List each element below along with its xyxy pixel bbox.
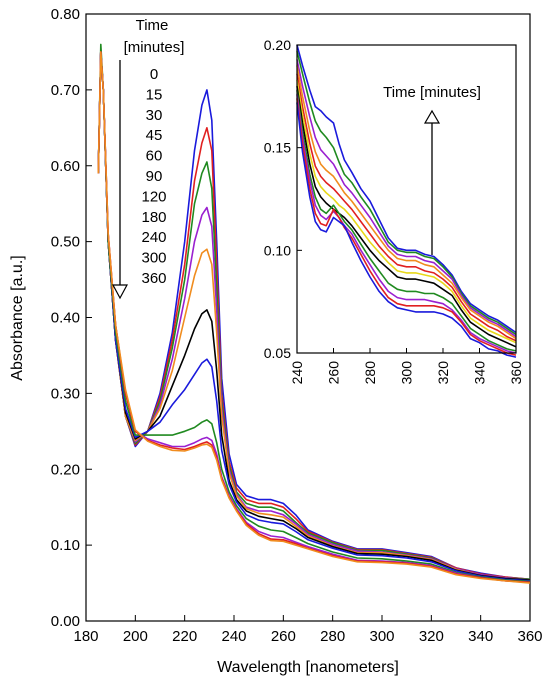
main-series-line-4 <box>97 51 531 581</box>
inset-series-line-8 <box>296 94 517 354</box>
inset-y-tick-label-1: 0.10 <box>264 242 291 258</box>
main-x-tick-label-3: 240 <box>221 628 246 645</box>
main-y-tick-label-3: 0.30 <box>51 385 80 402</box>
inset-series-line-2 <box>296 59 517 338</box>
inset-series-line-9 <box>296 98 517 356</box>
main-x-tick-label-2: 220 <box>172 628 197 645</box>
legend-arrow-head <box>111 284 129 300</box>
main-x-tick-label-7: 320 <box>419 628 444 645</box>
main-x-tick-label-5: 280 <box>320 628 345 645</box>
main-y-tick-label-8: 0.80 <box>51 6 80 23</box>
main-x-tick-label-1: 200 <box>123 628 148 645</box>
main-y-tick-label-5: 0.50 <box>51 234 80 251</box>
main-x-tick-label-6: 300 <box>369 628 394 645</box>
legend-entry-7: 180 <box>141 209 166 226</box>
inset-series-line-0 <box>296 44 517 334</box>
main-y-tick-label-4: 0.40 <box>51 310 80 327</box>
main-x-tick-label-4: 260 <box>271 628 296 645</box>
inset-series-line-5 <box>296 79 517 344</box>
inset-series-line-3 <box>296 65 517 340</box>
inset-x-tick-label-5: 340 <box>472 361 488 385</box>
legend-entry-4: 60 <box>146 148 163 165</box>
inset-x-tick-label-1: 260 <box>326 361 342 385</box>
legend-entry-0: 0 <box>150 66 158 83</box>
main-chart: 0.00 0.10 0.20 0.30 0.40 0.50 0.60 0.70 0.80 180… <box>9 6 543 676</box>
main-x-tick-label-8: 340 <box>468 628 493 645</box>
inset-series-line-6 <box>296 85 517 348</box>
inset-arrow-head <box>423 109 441 124</box>
inset-series-group <box>296 44 517 358</box>
main-y-tick-label-2: 0.20 <box>51 461 80 478</box>
main-y-tick-label-7: 0.70 <box>51 82 80 99</box>
legend-entry-5: 90 <box>146 168 163 185</box>
inset-x-tick-label-2: 280 <box>362 361 378 385</box>
legend-entry-8: 240 <box>141 229 166 246</box>
legend-entry-9: 300 <box>141 250 166 267</box>
inset-chart: 0.05 0.10 0.15 0.20 240 260 280 300 320 340 360 T… <box>264 37 524 384</box>
inset-y-tick-label-3: 0.20 <box>264 37 291 53</box>
inset-series-line-4 <box>296 73 517 342</box>
main-y-tick-label-0: 0.00 <box>51 613 80 630</box>
y-axis-label: Absorbance [a.u.] <box>9 255 26 380</box>
inset-y-ticks: 0.05 0.10 0.15 0.20 <box>264 37 302 361</box>
legend-entry-10: 360 <box>141 270 166 287</box>
inset-x-tick-label-6: 360 <box>508 361 524 385</box>
inset-x-tick-label-4: 320 <box>435 361 451 385</box>
main-y-tick-label-6: 0.60 <box>51 158 80 175</box>
main-y-tick-label-1: 0.10 <box>51 537 80 554</box>
inset-series-line-1 <box>296 51 517 336</box>
main-series-line-5 <box>97 51 531 581</box>
main-x-tick-label-9: 360 <box>517 628 542 645</box>
inset-y-tick-label-2: 0.15 <box>264 140 291 156</box>
inset-y-tick-label-0: 0.05 <box>264 345 291 361</box>
legend: Time [minutes] 0 15 30 45 60 90 120 180 240 300 36… <box>111 17 185 300</box>
legend-title-line1: Time <box>136 17 169 34</box>
legend-entry-3: 45 <box>146 127 163 144</box>
inset-x-tick-label-0: 240 <box>289 361 305 385</box>
main-series-line-10 <box>97 51 531 584</box>
inset-x-tick-label-3: 300 <box>399 361 415 385</box>
inset-annotation: Time [minutes] <box>383 84 481 101</box>
main-series-group <box>97 43 531 584</box>
legend-title-line2: [minutes] <box>124 39 185 56</box>
main-series-line-7 <box>97 51 531 583</box>
x-axis-label: Wavelength [nanometers] <box>217 659 399 676</box>
legend-entries: 0 15 30 45 60 90 120 180 240 300 360 <box>141 66 166 287</box>
main-y-ticks: 0.00 0.10 0.20 0.30 0.40 0.50 0.60 0.70 0.80 <box>51 6 92 630</box>
legend-entry-1: 15 <box>146 86 163 103</box>
inset-series-line-10 <box>296 102 517 358</box>
legend-entry-6: 120 <box>141 188 166 205</box>
main-x-tick-label-0: 180 <box>73 628 98 645</box>
inset-series-line-7 <box>296 90 517 352</box>
main-series-line-6 <box>97 51 531 582</box>
inset-x-ticks: 240 260 280 300 320 340 360 <box>289 348 524 384</box>
main-x-ticks: 180 200 220 240 260 280 300 320 340 360 <box>73 615 543 645</box>
legend-entry-2: 30 <box>146 107 163 124</box>
